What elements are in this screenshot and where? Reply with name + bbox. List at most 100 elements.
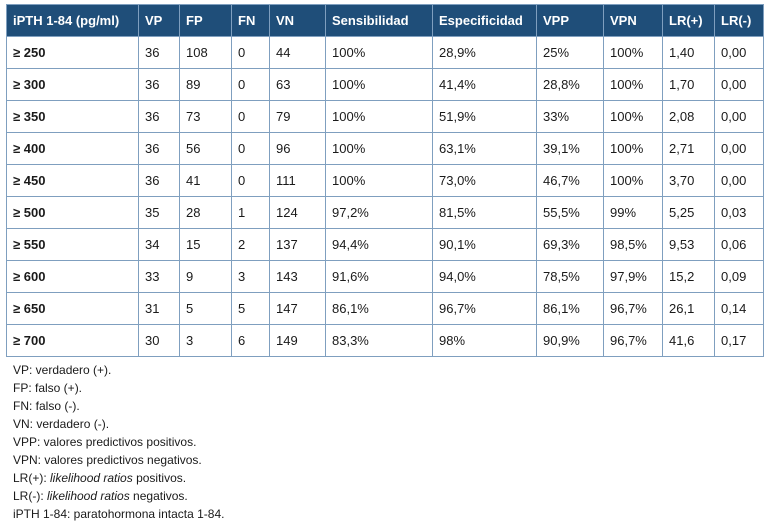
table-cell: 137: [269, 228, 326, 261]
table-cell: 83,3%: [325, 324, 433, 357]
column-header: VN: [269, 4, 326, 37]
table-cell: 36: [138, 164, 180, 197]
table-cell: 33: [138, 260, 180, 293]
table-cell: 33%: [536, 100, 604, 133]
table-row: ≥ 650 31 5 5 147 86,1% 96,7% 86,1% 96,7% 26,1 0,14: [6, 292, 764, 325]
table-cell: 6: [231, 324, 270, 357]
table-cell: 143: [269, 260, 326, 293]
table-cell: 26,1: [662, 292, 715, 325]
table-cell: 96,7%: [603, 324, 663, 357]
table-cell: 36: [138, 68, 180, 101]
table-cell: 100%: [603, 100, 663, 133]
footnote-text: FP: falso (+).: [13, 381, 83, 395]
footnote-text: VP: verdadero (+).: [13, 363, 112, 377]
table-cell: 147: [269, 292, 326, 325]
table-cell: 0,00: [714, 100, 764, 133]
table-cell: 108: [179, 36, 232, 69]
table-cell: 91,6%: [325, 260, 433, 293]
footnote-text: LR(-):: [13, 489, 47, 503]
table-cell: 28: [179, 196, 232, 229]
column-header: LR(+): [662, 4, 715, 37]
table-cell: 111: [269, 164, 326, 197]
table-cell: 69,3%: [536, 228, 604, 261]
table-cell: 100%: [603, 36, 663, 69]
column-header: VPN: [603, 4, 663, 37]
row-threshold: ≥ 300: [6, 68, 139, 101]
table-cell: 94,4%: [325, 228, 433, 261]
table-cell: 0: [231, 68, 270, 101]
footnote-line: VP: verdadero (+).: [13, 361, 224, 379]
table-cell: 96,7%: [432, 292, 537, 325]
table-cell: 0,17: [714, 324, 764, 357]
table-cell: 25%: [536, 36, 604, 69]
table-cell: 2,08: [662, 100, 715, 133]
table-cell: 98,5%: [603, 228, 663, 261]
table-cell: 41,6: [662, 324, 715, 357]
table-cell: 44: [269, 36, 326, 69]
row-threshold: ≥ 550: [6, 228, 139, 261]
table-cell: 0,14: [714, 292, 764, 325]
column-header: Sensibilidad: [325, 4, 433, 37]
table-cell: 9,53: [662, 228, 715, 261]
row-threshold: ≥ 500: [6, 196, 139, 229]
table-cell: 0,00: [714, 132, 764, 165]
column-header: iPTH 1-84 (pg/ml): [6, 4, 139, 37]
table-cell: 149: [269, 324, 326, 357]
row-threshold: ≥ 350: [6, 100, 139, 133]
row-threshold: ≥ 450: [6, 164, 139, 197]
table-cell: 0: [231, 132, 270, 165]
table-row: ≥ 450 36 41 0 111 100% 73,0% 46,7% 100% 3,70 0,00: [6, 164, 764, 197]
table-cell: 3: [231, 260, 270, 293]
table-cell: 73,0%: [432, 164, 537, 197]
table-cell: 51,9%: [432, 100, 537, 133]
table-cell: 55,5%: [536, 196, 604, 229]
footnote-line: VPN: valores predictivos negativos.: [13, 451, 224, 469]
table-cell: 15,2: [662, 260, 715, 293]
table-row: ≥ 350 36 73 0 79 100% 51,9% 33% 100% 2,08 0,00: [6, 100, 764, 133]
table-row: ≥ 400 36 56 0 96 100% 63,1% 39,1% 100% 2,71 0,00: [6, 132, 764, 165]
table-cell: 2: [231, 228, 270, 261]
table-cell: 3: [179, 324, 232, 357]
table-cell: 94,0%: [432, 260, 537, 293]
table-cell: 0: [231, 100, 270, 133]
footnote-line: FN: falso (-).: [13, 397, 224, 415]
table-cell: 3,70: [662, 164, 715, 197]
table-cell: 0: [231, 36, 270, 69]
footnote-text: FN: falso (-).: [13, 399, 80, 413]
table-cell: 39,1%: [536, 132, 604, 165]
column-header: Especificidad: [432, 4, 537, 37]
table-header-row: iPTH 1-84 (pg/ml) VP FP FN VN Sensibilidad Esp…: [6, 4, 764, 37]
table-cell: 96: [269, 132, 326, 165]
footnote-text: likelihood ratios: [50, 471, 133, 485]
table-cell: 5: [231, 292, 270, 325]
footnote-line: LR(+): likelihood ratios positivos.: [13, 469, 224, 487]
table-cell: 56: [179, 132, 232, 165]
table-cell: 86,1%: [325, 292, 433, 325]
row-threshold: ≥ 400: [6, 132, 139, 165]
column-header: FP: [179, 4, 232, 37]
column-header: VPP: [536, 4, 604, 37]
footnotes: VP: verdadero (+). FP: falso (+). FN: fals…: [13, 361, 224, 523]
table-cell: 1,70: [662, 68, 715, 101]
footnote-line: iPTH 1-84: paratohormona intacta 1-84.: [13, 505, 224, 523]
table-cell: 15: [179, 228, 232, 261]
table-body: ≥ 250 36 108 0 44 100% 28,9% 25% 100% 1,40 0,00 ≥ 3…: [6, 36, 764, 357]
table-cell: 0,09: [714, 260, 764, 293]
footnote-text: iPTH 1-84: paratohormona intacta 1-84.: [13, 507, 225, 521]
table-cell: 100%: [603, 164, 663, 197]
table-cell: 36: [138, 36, 180, 69]
column-header: LR(-): [714, 4, 764, 37]
table-cell: 28,8%: [536, 68, 604, 101]
sensitivity-table: iPTH 1-84 (pg/ml) VP FP FN VN Sensibilidad Esp…: [6, 4, 764, 357]
table-cell: 46,7%: [536, 164, 604, 197]
table-cell: 100%: [325, 36, 433, 69]
table-cell: 98%: [432, 324, 537, 357]
table-cell: 1: [231, 196, 270, 229]
table-cell: 35: [138, 196, 180, 229]
row-threshold: ≥ 250: [6, 36, 139, 69]
table-cell: 36: [138, 132, 180, 165]
table-cell: 63,1%: [432, 132, 537, 165]
table-cell: 41,4%: [432, 68, 537, 101]
table-row: ≥ 250 36 108 0 44 100% 28,9% 25% 100% 1,40 0,00: [6, 36, 764, 69]
table-cell: 86,1%: [536, 292, 604, 325]
